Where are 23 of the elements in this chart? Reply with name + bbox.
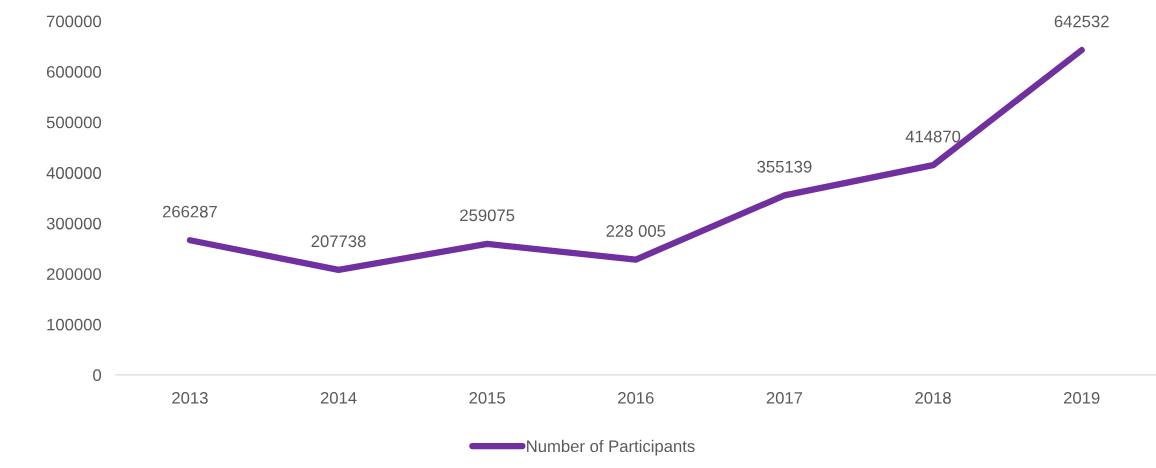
data-label: 266287 <box>162 205 217 218</box>
y-tick-label: 0 <box>93 369 102 382</box>
y-tick-label: 600000 <box>46 66 102 78</box>
data-label: 355139 <box>757 160 812 173</box>
data-label: 642532 <box>1054 15 1109 28</box>
x-tick-label: 2017 <box>766 391 803 404</box>
y-tick-label: 500000 <box>46 116 102 129</box>
x-tick-label: 2019 <box>1063 391 1100 404</box>
data-label: 207738 <box>311 235 366 248</box>
y-tick-label: 300000 <box>46 217 102 230</box>
y-tick-label: 700000 <box>46 15 102 28</box>
x-tick-label: 2014 <box>320 391 357 404</box>
legend-label: Number of Participants <box>527 439 695 456</box>
y-tick-label: 400000 <box>46 167 102 179</box>
data-label: 228 005 <box>606 225 666 237</box>
data-label: 259075 <box>460 209 515 222</box>
data-label: 414870 <box>905 130 961 143</box>
x-tick-label: 2016 <box>618 391 654 404</box>
y-tick-label: 100000 <box>47 318 102 331</box>
y-tick-label: 200000 <box>46 268 102 280</box>
x-tick-label: 2013 <box>172 391 208 404</box>
x-tick-label: 2015 <box>469 391 506 404</box>
x-tick-label: 2018 <box>915 391 951 404</box>
